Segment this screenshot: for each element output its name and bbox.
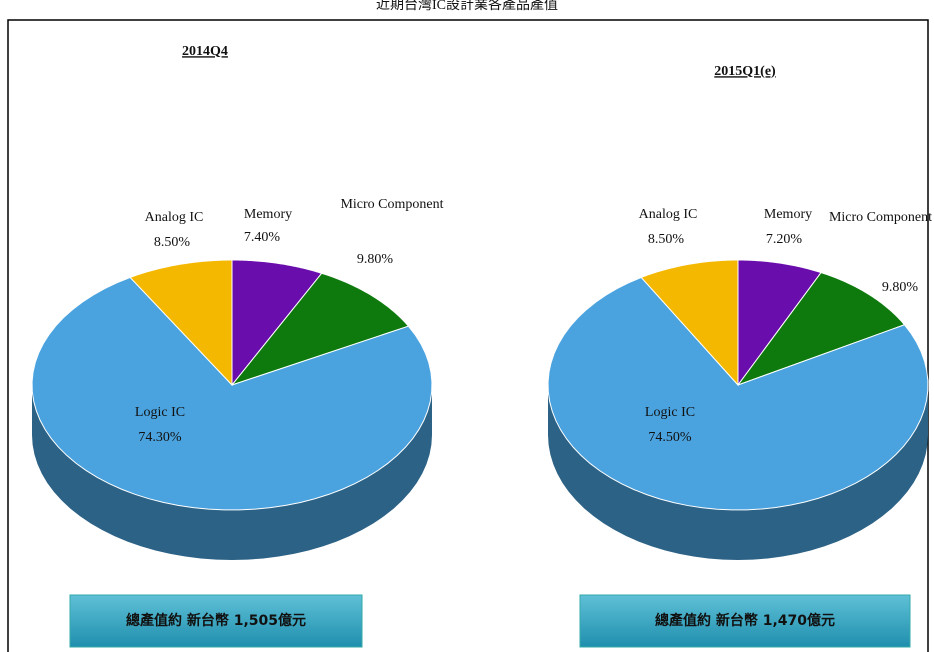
pie-slice bbox=[129, 259, 233, 387]
slice-value: 9.80% bbox=[357, 252, 394, 267]
slice-label: Memory bbox=[764, 207, 812, 222]
slice-label: Memory bbox=[244, 207, 292, 222]
slice-label: Logic IC bbox=[135, 405, 185, 420]
slice-value: 7.40% bbox=[244, 230, 281, 245]
slice-label: Logic IC bbox=[645, 405, 695, 420]
footer-text: 總產值約 新台幣 1,505億元 bbox=[126, 612, 306, 629]
pie-side bbox=[32, 385, 432, 560]
pie-slice bbox=[737, 259, 822, 387]
page-title: 近期台灣IC設計業各產品產值 bbox=[376, 0, 558, 13]
pie-slice bbox=[547, 276, 929, 511]
pie-slice bbox=[736, 271, 906, 387]
slice-value: 7.20% bbox=[766, 232, 803, 247]
pie-slice bbox=[231, 259, 323, 387]
footer-box bbox=[579, 594, 911, 648]
footer-box bbox=[69, 594, 363, 648]
chart-title: 2015Q1(e) bbox=[714, 64, 776, 79]
slice-label: Analog IC bbox=[145, 210, 204, 225]
slice-value: 8.50% bbox=[648, 232, 685, 247]
pie-slice bbox=[640, 259, 739, 387]
pie-slice bbox=[230, 272, 410, 387]
pie-slice bbox=[31, 276, 433, 511]
slice-value: 74.30% bbox=[138, 430, 182, 445]
slice-value: 9.80% bbox=[882, 280, 919, 295]
chart-title: 2014Q4 bbox=[182, 44, 228, 59]
slice-value: 74.50% bbox=[648, 430, 692, 445]
slice-label: Micro Component bbox=[829, 210, 932, 225]
frame bbox=[7, 19, 929, 652]
slice-label: Analog IC bbox=[639, 207, 698, 222]
pie-side bbox=[548, 385, 928, 560]
footer-text: 總產值約 新台幣 1,470億元 bbox=[655, 612, 835, 629]
slice-value: 8.50% bbox=[154, 235, 191, 250]
slice-label: Micro Component bbox=[340, 197, 443, 212]
